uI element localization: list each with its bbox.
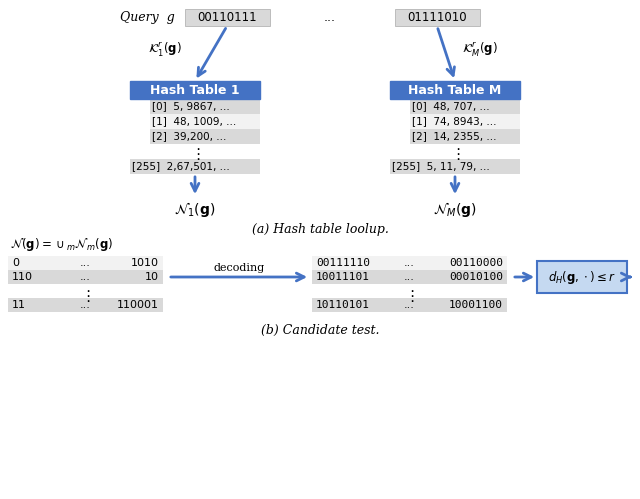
Text: 110001: 110001 — [117, 300, 159, 310]
Text: (a) Hash table loolup.: (a) Hash table loolup. — [252, 223, 388, 236]
Text: [255]  2,67,501, ...: [255] 2,67,501, ... — [132, 162, 230, 172]
Text: decoding: decoding — [213, 263, 264, 273]
Text: 1010: 1010 — [131, 258, 159, 268]
Text: $\mathcal{N}(\mathbf{g}) = \cup_m\mathcal{N}_m(\mathbf{g})$: $\mathcal{N}(\mathbf{g}) = \cup_m\mathca… — [10, 236, 113, 252]
Bar — [390, 159, 520, 174]
Text: [2]  14, 2355, ...: [2] 14, 2355, ... — [412, 132, 497, 142]
Bar — [312, 256, 507, 270]
Text: Query  g: Query g — [120, 10, 175, 23]
Text: $\mathcal{K}_M^r(\mathbf{g})$: $\mathcal{K}_M^r(\mathbf{g})$ — [462, 40, 498, 58]
Bar — [410, 114, 520, 129]
Text: 00111110: 00111110 — [316, 258, 370, 268]
Bar — [8, 270, 163, 284]
Text: $\vdots$: $\vdots$ — [450, 146, 460, 162]
Text: (b) Candidate test.: (b) Candidate test. — [260, 323, 380, 336]
Text: [1]  48, 1009, ...: [1] 48, 1009, ... — [152, 116, 236, 127]
Text: 01111010: 01111010 — [407, 10, 467, 23]
Text: $\mathcal{N}_M(\mathbf{g})$: $\mathcal{N}_M(\mathbf{g})$ — [433, 200, 477, 219]
Text: [1]  74, 8943, ...: [1] 74, 8943, ... — [412, 116, 497, 127]
Bar — [150, 99, 260, 114]
Text: [0]  48, 707, ...: [0] 48, 707, ... — [412, 101, 490, 111]
Text: ...: ... — [80, 300, 91, 310]
Bar — [395, 9, 480, 26]
Text: [2]  39,200, ...: [2] 39,200, ... — [152, 132, 227, 142]
Text: [255]  5, 11, 79, ...: [255] 5, 11, 79, ... — [392, 162, 490, 172]
Text: ...: ... — [404, 300, 415, 310]
Text: ...: ... — [324, 10, 336, 23]
Text: 0: 0 — [12, 258, 19, 268]
Text: Hash Table 1: Hash Table 1 — [150, 83, 240, 96]
Text: 00110000: 00110000 — [449, 258, 503, 268]
Bar — [185, 9, 270, 26]
Bar — [150, 114, 260, 129]
Text: 10110101: 10110101 — [316, 300, 370, 310]
Text: $\mathcal{K}_1^r(\mathbf{g})$: $\mathcal{K}_1^r(\mathbf{g})$ — [148, 40, 182, 58]
Text: Hash Table M: Hash Table M — [408, 83, 502, 96]
Bar — [390, 81, 520, 99]
Text: 00110111: 00110111 — [197, 10, 257, 23]
Bar — [537, 261, 627, 293]
Text: [0]  5, 9867, ...: [0] 5, 9867, ... — [152, 101, 230, 111]
Bar — [130, 159, 260, 174]
Text: $\vdots$: $\vdots$ — [404, 288, 415, 304]
Bar — [312, 298, 507, 312]
Text: $d_H(\mathbf{g},\cdot) \leq r$: $d_H(\mathbf{g},\cdot) \leq r$ — [548, 268, 616, 285]
Bar — [410, 99, 520, 114]
Bar — [312, 270, 507, 284]
Text: 110: 110 — [12, 272, 33, 282]
Text: $\mathcal{N}_1(\mathbf{g})$: $\mathcal{N}_1(\mathbf{g})$ — [174, 200, 216, 219]
Bar — [150, 129, 260, 144]
Text: ...: ... — [404, 272, 415, 282]
Bar — [130, 81, 260, 99]
Text: 10001100: 10001100 — [449, 300, 503, 310]
Text: ...: ... — [80, 258, 91, 268]
Text: 10: 10 — [145, 272, 159, 282]
Bar — [410, 129, 520, 144]
Text: $\vdots$: $\vdots$ — [80, 288, 91, 304]
Text: 11: 11 — [12, 300, 26, 310]
Bar — [8, 298, 163, 312]
Text: ...: ... — [404, 258, 415, 268]
Text: 00010100: 00010100 — [449, 272, 503, 282]
Bar — [8, 256, 163, 270]
Text: ...: ... — [80, 272, 91, 282]
Text: 10011101: 10011101 — [316, 272, 370, 282]
Text: $\vdots$: $\vdots$ — [190, 146, 200, 162]
